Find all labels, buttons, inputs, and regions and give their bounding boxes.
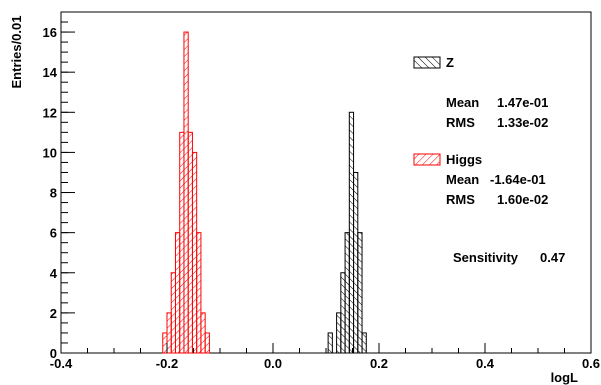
y-tick-label: 16 (43, 25, 57, 40)
y-tick-label: 10 (43, 145, 57, 160)
legend-label-higgs: Higgs (446, 152, 482, 167)
higgs-mean-label: Mean (446, 172, 479, 187)
y-tick-label: 8 (50, 186, 57, 201)
y-tick-label: 2 (50, 306, 57, 321)
y-tick-label: 6 (50, 226, 57, 241)
histogram-bin-higgs (204, 332, 210, 354)
histogram-bin-higgs (166, 312, 172, 354)
histogram-bin-higgs (162, 332, 168, 354)
histogram-bin-z (327, 332, 333, 354)
higgs-mean-value: -1.64e-01 (490, 172, 546, 187)
histogram-bin-z (344, 232, 350, 354)
higgs-rms-value: 1.60e-02 (497, 192, 548, 207)
y-axis-label: Entries/0.01 (9, 16, 24, 89)
z-mean-label: Mean (446, 95, 479, 110)
x-tick-label: 0.2 (370, 356, 388, 371)
z-mean-value: 1.47e-01 (497, 95, 548, 110)
sensitivity-label: Sensitivity (453, 250, 519, 265)
histogram-bin-z (336, 312, 342, 354)
histogram-bin-z (357, 232, 363, 354)
legend-swatch-higgs (413, 153, 441, 166)
higgs-rms-label: RMS (446, 192, 475, 207)
y-tick-label: 14 (43, 65, 58, 80)
histogram-bin-higgs (196, 232, 202, 354)
y-tick-label: 12 (43, 105, 57, 120)
histogram-bin-higgs (170, 272, 176, 354)
histogram-bin-higgs (187, 131, 193, 354)
histogram-bin-z (353, 171, 359, 354)
x-tick-label: 0.4 (476, 356, 495, 371)
x-tick-label: -0.2 (156, 356, 178, 371)
histogram-bin-higgs (183, 31, 189, 354)
histogram-bin-z (348, 111, 355, 354)
x-tick-label: 0.6 (582, 356, 600, 371)
x-tick-label: -0.4 (50, 356, 73, 371)
histogram-bin-z (340, 272, 346, 354)
y-tick-label: 4 (50, 266, 58, 281)
histogram-bin-z (361, 332, 367, 354)
x-axis-label: logL (551, 370, 578, 385)
legend-swatch-z (413, 56, 441, 69)
z-rms-label: RMS (446, 115, 475, 130)
histogram-bin-higgs (191, 151, 198, 354)
histogram-bin-higgs (174, 232, 181, 354)
sensitivity-value: 0.47 (540, 250, 565, 265)
legend-label-z: Z (446, 55, 454, 70)
histogram-bin-higgs (200, 312, 206, 354)
z-rms-value: 1.33e-02 (497, 115, 548, 130)
y-tick-label: 0 (50, 346, 57, 361)
x-tick-label: 0.0 (264, 356, 282, 371)
histogram-bin-higgs (179, 131, 185, 354)
